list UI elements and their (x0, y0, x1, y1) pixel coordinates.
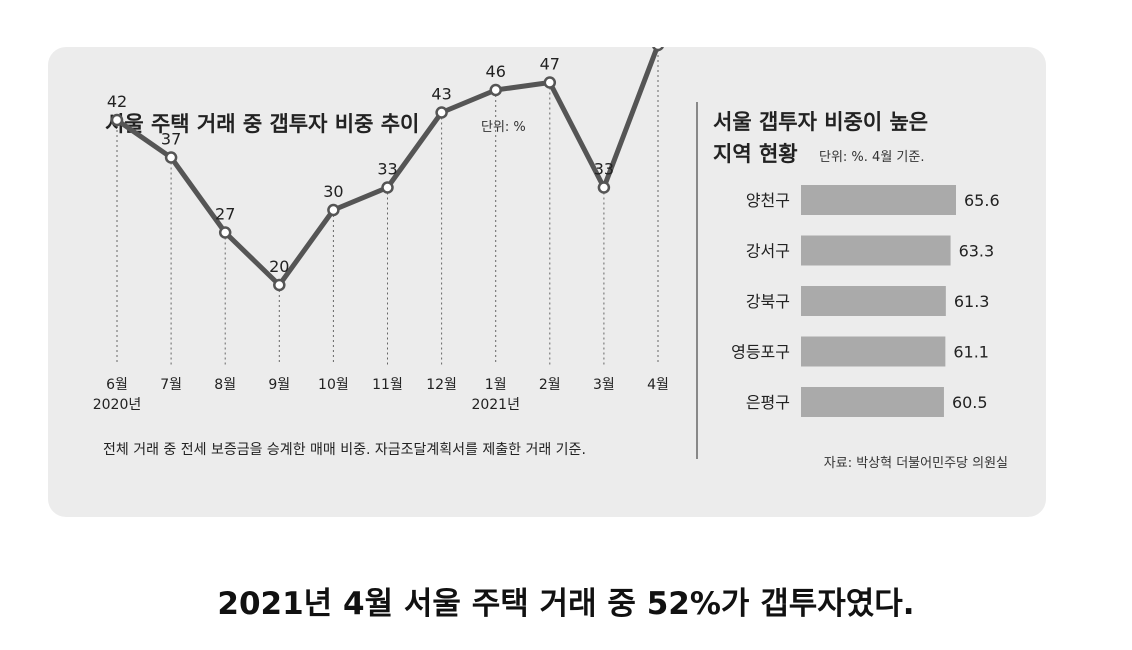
line-point (597, 181, 611, 194)
line-value-label: 42 (107, 92, 127, 111)
caption: 2021년 4월 서울 주택 거래 중 52%가 갭투자였다. (217, 586, 915, 622)
x-tick-label: 3월 (593, 377, 615, 393)
bar-category-label: 강서구 (746, 242, 790, 261)
line-chart-gridlines (116, 45, 659, 365)
bar-category-label: 은평구 (746, 393, 790, 412)
line-value-label: 47 (540, 55, 560, 74)
bar (801, 336, 946, 367)
x-tick-label: 10월 (318, 377, 349, 393)
bar-value-label: 65.6 (964, 191, 1000, 210)
x-tick-label: 12월 (426, 377, 457, 393)
line-value-label: 30 (323, 182, 343, 201)
bar-category-label: 영등포구 (731, 343, 790, 362)
line-point (273, 278, 286, 292)
line-value-label: 33 (377, 160, 397, 179)
x-tick-label: 11월 (372, 377, 403, 393)
line-point (218, 226, 232, 239)
infographic-panel: 서울 주택 거래 중 갭투자 비중 추이 단위: % 42 37 27 20 30 33 4… (48, 17, 1046, 517)
line-point (543, 76, 557, 89)
line-chart-title: 서울 주택 거래 중 갭투자 비중 추이 (105, 112, 419, 136)
bar-value-label: 61.3 (954, 292, 990, 311)
bar (801, 387, 944, 417)
line-value-label: 46 (486, 62, 506, 81)
bar-value-label: 63.3 (959, 242, 995, 261)
x-tick-label: 7월 (160, 377, 182, 393)
line-point (489, 83, 502, 97)
x-tick-label: 8월 (214, 377, 236, 393)
bar (801, 185, 956, 215)
x-tick-label: 4월 (647, 377, 669, 393)
bar-chart-title-line2: 지역 현황 (713, 142, 798, 166)
bar-chart-unit: 단위: %. 4월 기준. (819, 150, 924, 165)
line-point (381, 181, 394, 194)
bar-chart-source: 자료: 박상혁 더불어민주당 의원실 (824, 456, 1008, 471)
bar-value-label: 61.1 (953, 343, 989, 362)
infographic-svg: 서울 주택 거래 중 갭투자 비중 추이 단위: % 42 37 27 20 30 33 4… (93, 17, 1008, 471)
bar-chart-title-line1: 서울 갭투자 비중이 높은 (713, 110, 928, 134)
line-value-label: 43 (431, 85, 451, 104)
x-tick-label: 1월 (485, 377, 507, 393)
line-value-label: 37 (161, 130, 181, 149)
line-point (164, 151, 178, 164)
line-value-label: 27 (215, 205, 235, 224)
bar-category-label: 강북구 (746, 292, 790, 311)
line-point (651, 38, 665, 52)
line-value-label: 33 (594, 160, 614, 179)
line-chart-x-ticks: 6월 7월 8월 9월 10월 11월 12월 1월 2월 3월 4월 2020년 2021년 (93, 377, 669, 413)
x-tick-label: 9월 (268, 377, 290, 393)
year-label: 2021년 (471, 397, 520, 413)
x-tick-label: 6월 (106, 377, 128, 393)
bar-category-label: 양천구 (746, 191, 790, 210)
bar-chart-bars: 양천구 65.6 강서구 63.3 강북구 61.3 영등포구 61.1 은평구 60.5 (731, 185, 1000, 417)
line-chart-value-labels: 4237272030334346473352 (107, 17, 668, 276)
line-point (435, 106, 448, 119)
line-chart-note: 전체 거래 중 전세 보증금을 승계한 매매 비중. 자금조달계획서를 제출한 … (103, 442, 586, 458)
bar (801, 286, 946, 316)
x-tick-label: 2월 (539, 377, 561, 393)
line-chart-unit: 단위: % (481, 120, 526, 135)
line-value-label: 20 (269, 257, 289, 276)
line-point (110, 113, 124, 127)
bar (801, 235, 951, 266)
line-point (327, 203, 340, 217)
year-label: 2020년 (93, 397, 142, 413)
bar-value-label: 60.5 (952, 393, 988, 412)
